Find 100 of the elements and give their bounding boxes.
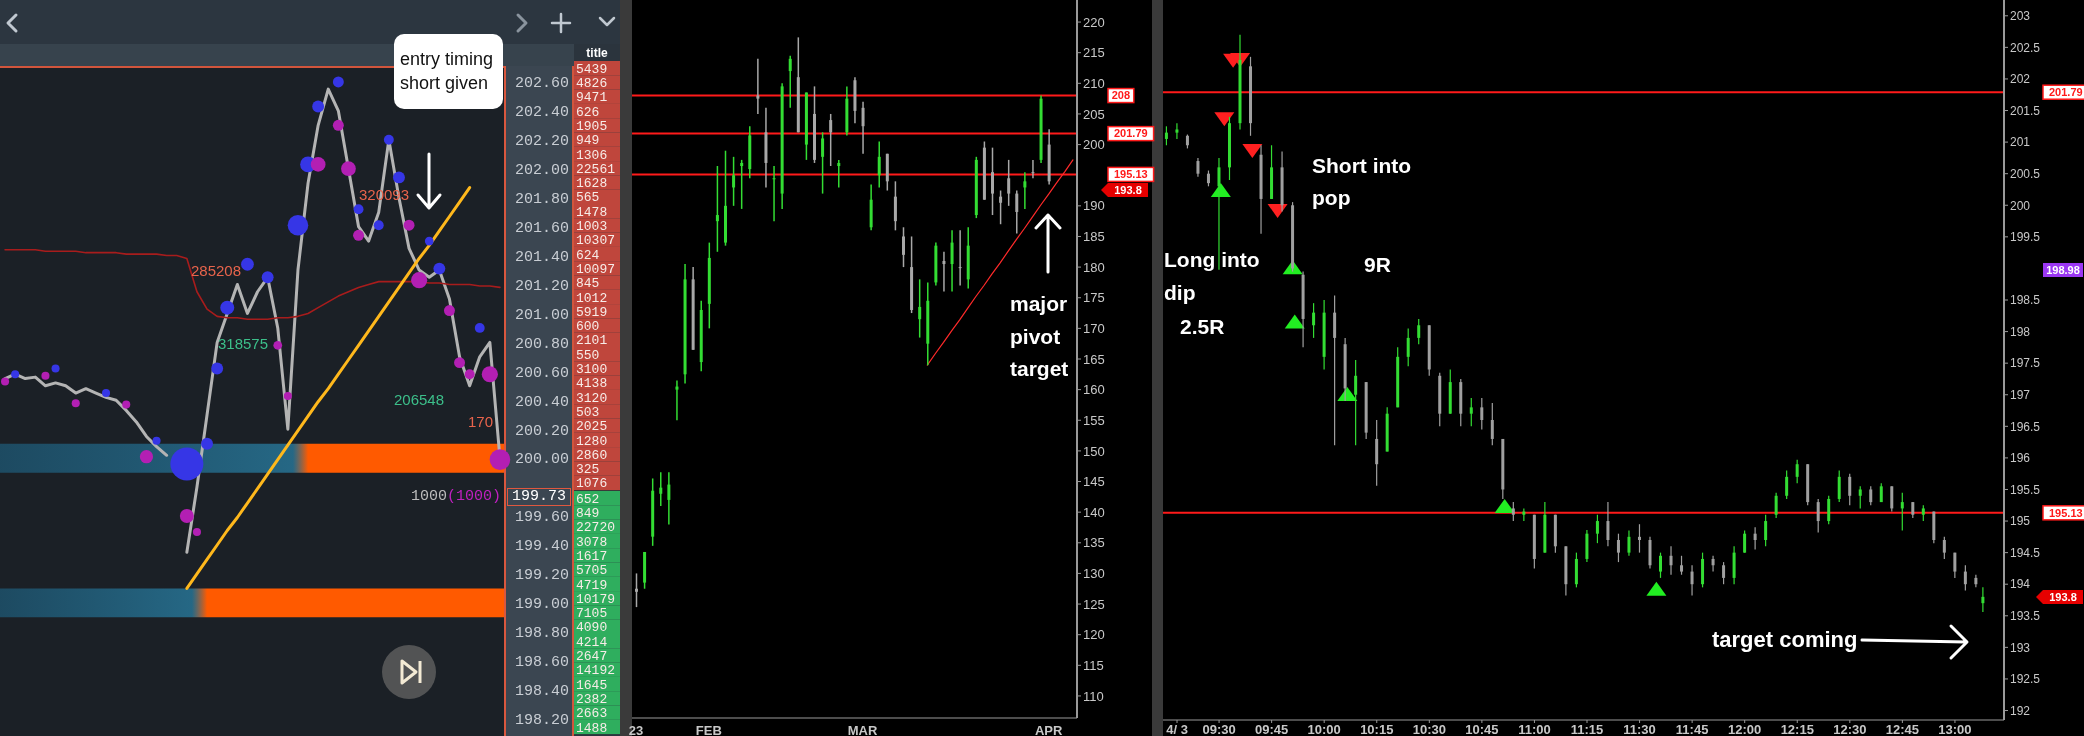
candlestick [1722,561,1726,585]
y-tick-label: 145 [1083,474,1105,490]
y-tick-label: 140 [1083,504,1105,520]
text: 2101 [576,333,608,349]
annotation: 2.5R [1180,314,1225,340]
annotation: target coming [1712,627,1858,654]
text: 10097 [576,261,616,277]
y-tick-label: 200.60 [515,364,570,382]
annotation: 1000(1000) [410,488,501,505]
y-tick-label: 195.5 [2010,482,2041,497]
candlestick [1711,555,1715,573]
candlestick [1848,473,1852,506]
text: 849 [576,506,600,521]
text: 10179 [576,591,616,607]
x-tick-label: 11:30 [1623,722,1656,736]
x-tick-label: 12:45 [1885,722,1919,736]
candlestick [1869,485,1873,506]
text: 2647 [576,649,608,664]
candlestick [1680,555,1684,576]
candlestick [1816,498,1820,534]
annotation: 9R [1364,252,1391,278]
y-tick-label: 198.20 [515,711,570,729]
candlestick [821,131,825,195]
y-tick-label: 198.40 [515,683,570,701]
candlestick [1164,125,1168,146]
text: 1617 [576,548,608,564]
y-tick-label: 200.80 [515,335,570,353]
candlestick [1417,318,1421,345]
y-tick-label: 115 [1083,657,1104,673]
x-tick-label: 13:00 [1938,722,1972,736]
x-tick-label: 12:00 [1728,722,1762,736]
line-series [4,248,501,321]
y-tick-label: 194 [2010,577,2031,592]
candlestick [1953,552,1957,579]
x-tick-label: 11:45 [1675,722,1709,736]
x-tick-label: MAR [847,723,878,736]
candlestick [1637,523,1641,554]
y-tick-label: 199.60 [515,509,570,527]
candlestick [1764,514,1768,547]
candlestick [756,58,760,115]
y-tick-label: 175 [1083,290,1105,306]
ref-line-label: 201.79 [1113,127,1148,140]
text: 565 [576,190,600,206]
y-tick-label: 200 [2010,198,2031,213]
candlestick [1595,514,1599,544]
y-tick-label: 202.00 [515,162,570,180]
text: 2025 [576,419,608,435]
y-tick-label: 198.80 [515,625,570,643]
y-tick-label: 197 [2010,388,2031,402]
y-tick-label: 200.5 [2010,166,2041,181]
candlestick [1015,189,1019,235]
x-tick-label: 23 [628,723,644,736]
candlestick [635,572,638,608]
candlestick [1837,469,1841,503]
x-tick-label: 12:15 [1780,722,1814,736]
text: 624 [576,247,600,263]
annotation: Long into dip [1164,247,1261,306]
y-tick-label: 150 [1083,443,1105,459]
candlestick [942,251,946,293]
y-tick-label: 205 [1083,106,1105,122]
candlestick [667,471,671,526]
ref-line-label: 195.13 [1113,168,1148,181]
candlestick [1890,485,1894,513]
y-tick-label: 201.40 [515,248,570,266]
text: 1280 [576,433,608,449]
text: 3120 [576,390,608,406]
y-tick-label: 203 [2010,9,2031,24]
ref-line-label: 201.79 [2048,86,2083,99]
text: 1645 [576,677,608,693]
text: 1478 [576,204,608,220]
y-tick-label: 201.60 [515,219,570,237]
text: 1012 [576,290,608,306]
candlestick [1354,359,1358,446]
y-tick-label: 201.80 [515,191,570,209]
candlestick [1196,157,1200,178]
y-tick-label: 215 [1083,45,1105,61]
candlestick [772,165,776,222]
y-tick-label: 202.5 [2010,40,2041,55]
text: 22720 [576,520,616,536]
x-tick-label: 09:45 [1255,722,1289,736]
candlestick [902,226,905,268]
text: 325 [576,462,600,478]
candlestick [1616,533,1620,563]
candlestick [813,85,816,164]
text: 1488 [576,720,608,736]
y-tick-label: 202 [2010,72,2031,87]
y-tick-label: 199.5 [2010,230,2041,245]
x-tick-label: 10:00 [1307,722,1341,736]
candlestick [861,100,865,155]
candlestick [1827,495,1831,525]
y-tick-label: 199.00 [515,596,570,614]
text: 4090 [576,620,608,636]
y-tick-label: 194.5 [2010,545,2041,560]
y-tick-label: 201 [2010,135,2031,150]
text: 193.8 [2043,590,2083,604]
candlestick [1469,397,1473,427]
y-tick-label: 185 [1083,229,1105,245]
candlestick [950,229,954,293]
text: 626 [576,104,600,120]
candlestick [918,278,922,339]
